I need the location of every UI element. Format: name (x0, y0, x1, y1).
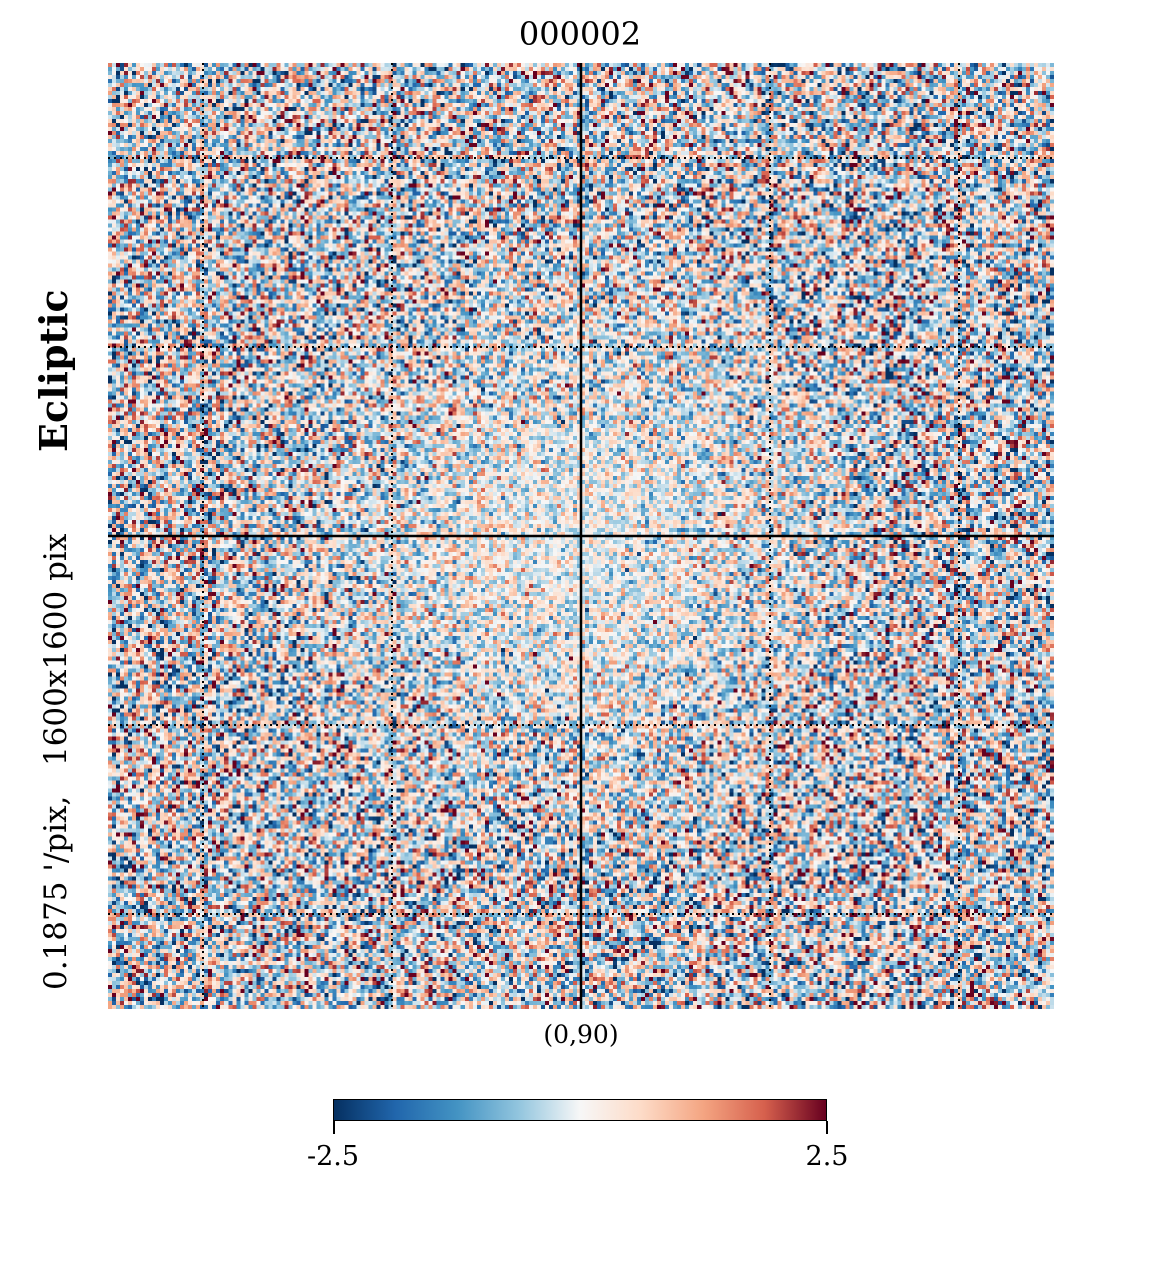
side-label-group: 0.1875 '/pix, 1600x1600 pix Ecliptic (31, 30, 76, 990)
colorbar-min-label: -2.5 (306, 1141, 360, 1172)
frame-label: Ecliptic (31, 289, 76, 452)
graticule-overlay (108, 63, 1054, 1009)
center-coordinate-label: (0,90) (543, 1020, 619, 1049)
map-title: 000002 (518, 15, 642, 53)
resolution-label-text: 0.1875 '/pix, 1600x1600 pix (38, 533, 74, 990)
colorbar (333, 1099, 827, 1121)
colorbar-max-label: 2.5 (805, 1141, 849, 1172)
colorbar-min-tick (333, 1121, 335, 1134)
projected-map (108, 63, 1054, 1009)
colorbar-max-tick (826, 1121, 828, 1134)
resolution-label: 0.1875 '/pix, 1600x1600 pix (36, 534, 76, 990)
